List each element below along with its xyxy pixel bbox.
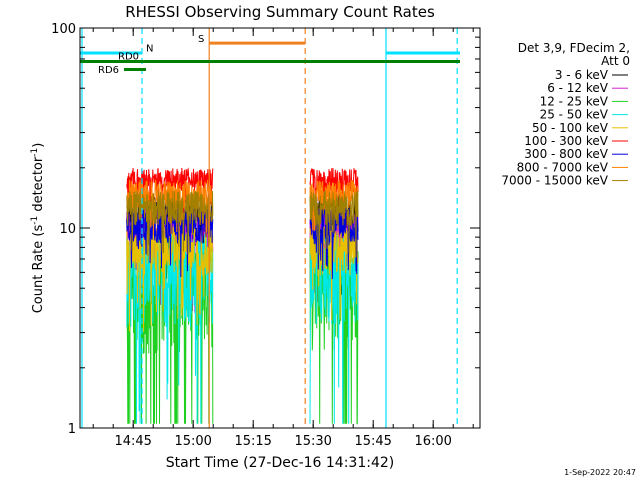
y-axis-label: Count Rate (s-1 detector-1)	[30, 143, 46, 314]
plot-area: N S RD0 RD6	[79, 27, 481, 429]
legend-label-6: 300 - 800 keV	[524, 147, 608, 161]
legend-label-0: 3 - 6 keV	[555, 68, 609, 82]
x-tick-label-4: 15:45	[354, 434, 391, 449]
legend-label-4: 50 - 100 keV	[532, 121, 609, 135]
y-tick-label-2: 100	[51, 22, 76, 37]
flag-label-night: N	[146, 43, 153, 54]
x-tick-label-5: 16:00	[414, 434, 451, 449]
x-tick-label-1: 15:00	[174, 434, 211, 449]
x-tick-label-2: 15:15	[234, 434, 271, 449]
x-axis: 14:45 15:00 15:15 15:30 15:45 16:00	[92, 28, 474, 449]
legend-label-7: 800 - 7000 keV	[517, 160, 609, 174]
legend-label-1: 6 - 12 keV	[547, 81, 609, 95]
timestamp: 1-Sep-2022 20:47	[564, 468, 636, 477]
y-tick-label-0: 1	[68, 422, 76, 437]
flag-label-saa: S	[198, 34, 204, 45]
flag-label-rd6: RD6	[98, 65, 119, 76]
legend-header-line-2: Att 0	[601, 54, 630, 68]
y-tick-label-1: 10	[59, 222, 76, 237]
legend-label-2: 12 - 25 keV	[540, 94, 609, 108]
legend-label-5: 100 - 300 keV	[524, 134, 608, 148]
x-tick-label-3: 15:30	[294, 434, 331, 449]
legend-label-3: 25 - 50 keV	[540, 108, 609, 122]
x-axis-label: Start Time (27-Dec-16 14:31:42)	[166, 455, 394, 471]
x-tick-label-0: 14:45	[114, 434, 151, 449]
legend-label-8: 7000 - 15000 keV	[501, 174, 608, 188]
series-line-8	[126, 190, 359, 258]
y-axis: 1 10 100	[51, 22, 480, 437]
legend-header-line-1: Det 3,9, FDecim 2,	[518, 41, 630, 55]
flag-label-rd0: RD0	[118, 52, 139, 63]
chart-title: RHESSI Observing Summary Count Rates	[125, 3, 435, 21]
